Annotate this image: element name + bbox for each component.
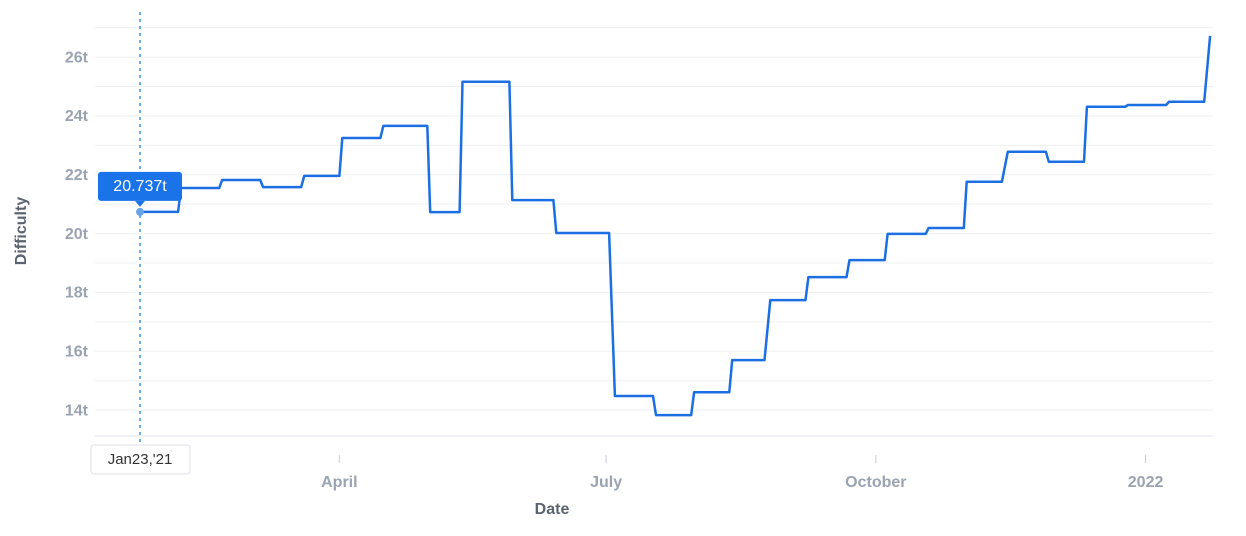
x-tick-label: 2022 bbox=[1128, 474, 1164, 491]
y-tick-label: 24t bbox=[65, 108, 89, 125]
x-axis-title: Date bbox=[535, 501, 570, 518]
hover-dot bbox=[136, 207, 144, 216]
tooltip-pointer bbox=[135, 200, 145, 207]
y-tick-label: 18t bbox=[65, 285, 89, 302]
y-tick-label: 22t bbox=[65, 167, 89, 184]
x-tick-label: July bbox=[590, 474, 622, 491]
tooltip-box bbox=[98, 171, 182, 201]
y-tick-label: 20t bbox=[65, 226, 89, 243]
x-tick-label: April bbox=[321, 474, 357, 491]
tooltip-date: Jan23,'21 bbox=[108, 451, 173, 468]
data-line bbox=[140, 35, 1212, 417]
y-tick-label: 16t bbox=[65, 343, 89, 360]
y-tick-label: 14t bbox=[65, 402, 89, 419]
x-tick-label: October bbox=[845, 474, 906, 491]
y-axis-title: Difficulty bbox=[13, 197, 30, 266]
tooltip-value: 20.737t bbox=[113, 178, 167, 195]
y-tick-label: 26t bbox=[65, 49, 89, 66]
tooltip-date-box bbox=[90, 444, 191, 475]
